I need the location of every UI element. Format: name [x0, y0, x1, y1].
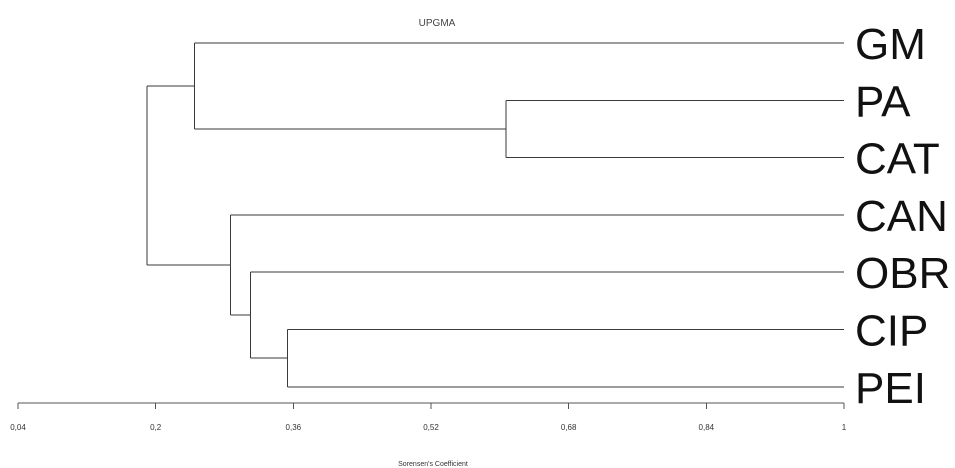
leaf-label-cat: CAT	[855, 135, 940, 184]
leaf-label-obr: OBR	[855, 249, 950, 298]
x-tick-label: 0,2	[150, 423, 162, 432]
leaf-label-cip: CIP	[855, 307, 928, 356]
leaf-labels: GM PA CAT CAN OBR CIP PEI	[855, 20, 950, 413]
x-tick-label: 0,36	[286, 423, 302, 432]
leaf-label-pei: PEI	[855, 364, 926, 413]
x-tick-label: 0,68	[561, 423, 577, 432]
chart-title: UPGMA	[419, 18, 456, 29]
leaf-label-pa: PA	[855, 77, 911, 126]
x-tick-label: 0,52	[423, 423, 439, 432]
dendrogram-branches	[146, 42, 844, 388]
x-tick-label: 0,84	[699, 423, 715, 432]
leaf-label-can: CAN	[855, 192, 948, 241]
x-axis-ticks: 0,04 0,2 0,36 0,52 0,68 0,84 1	[10, 403, 847, 432]
x-axis-label: Sorensen's Coefficient	[398, 461, 468, 468]
x-tick-label: 0,04	[10, 423, 26, 432]
x-tick-label: 1	[842, 423, 847, 432]
leaf-label-gm: GM	[855, 20, 926, 69]
